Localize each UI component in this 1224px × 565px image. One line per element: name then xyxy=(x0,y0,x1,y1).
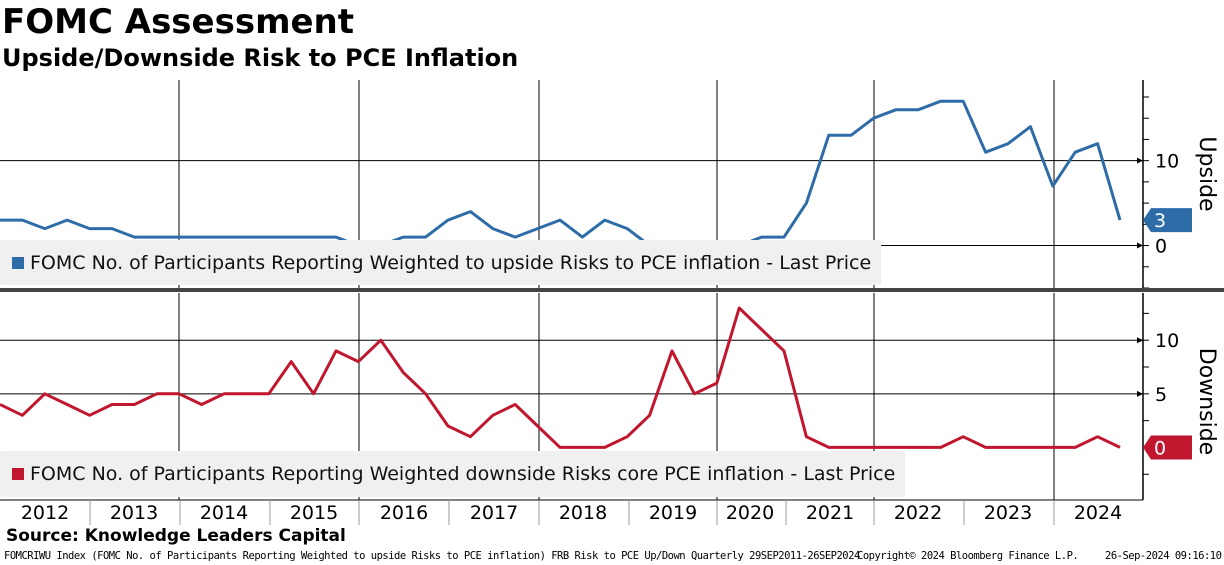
source-note: Source: Knowledge Leaders Capital xyxy=(6,526,346,546)
y-tick-label: 10 xyxy=(1155,151,1179,173)
panel-label: Downside xyxy=(1194,348,1219,455)
panel-label: Upside xyxy=(1194,136,1219,211)
x-tick-label: 2017 xyxy=(470,502,518,524)
x-tick-label: 2022 xyxy=(894,502,942,524)
x-tick-label: 2020 xyxy=(726,502,774,524)
footer-copyright: Copyright© 2024 Bloomberg Finance L.P. xyxy=(857,550,1079,562)
footer-timestamp: 26-Sep-2024 09:16:10 xyxy=(1105,550,1222,562)
y-tick-label: 5 xyxy=(1155,384,1167,406)
footer-description: FOMCRIWU Index (FOMC No. of Participants… xyxy=(4,550,860,562)
x-tick-label: 2019 xyxy=(649,502,697,524)
last-value-tag xyxy=(1143,435,1192,460)
x-tick-label: 2018 xyxy=(559,502,607,524)
x-tick-label: 2015 xyxy=(290,502,338,524)
y-tick-arrow xyxy=(1137,157,1143,164)
x-tick-label: 2016 xyxy=(380,502,428,524)
panel-separator xyxy=(0,288,1224,292)
x-tick-label: 2013 xyxy=(110,502,158,524)
upside-series-line xyxy=(0,99,1122,248)
x-tick-label: 2014 xyxy=(200,502,248,524)
x-tick-label: 2023 xyxy=(984,502,1032,524)
y-tick-label: 0 xyxy=(1155,236,1167,258)
legend-swatch-upside xyxy=(12,256,24,269)
legend-downside: FOMC No. of Participants Reporting Weigh… xyxy=(0,451,906,497)
y-tick-arrow xyxy=(1137,390,1143,397)
last-value-label: 3 xyxy=(1154,210,1166,232)
x-tick-label: 2012 xyxy=(21,502,69,524)
legend-upside-label: FOMC No. of Participants Reporting Weigh… xyxy=(30,251,872,274)
y-tick-arrow xyxy=(1137,337,1143,344)
last-value-label: 0 xyxy=(1154,437,1166,459)
x-tick-label: 2024 xyxy=(1074,502,1122,524)
legend-upside: FOMC No. of Participants Reporting Weigh… xyxy=(0,240,882,285)
y-tick-label: 10 xyxy=(1155,330,1179,352)
chart-subtitle: Upside/Downside Risk to PCE Inflation xyxy=(2,44,519,72)
legend-swatch-downside xyxy=(12,468,24,480)
y-tick-arrow xyxy=(1137,242,1143,249)
legend-downside-label: FOMC No. of Participants Reporting Weigh… xyxy=(30,463,896,485)
last-value-tag xyxy=(1143,208,1192,233)
x-tick-label: 2021 xyxy=(806,502,854,524)
downside-series-line xyxy=(0,306,1121,449)
chart-title: FOMC Assessment xyxy=(2,2,355,42)
